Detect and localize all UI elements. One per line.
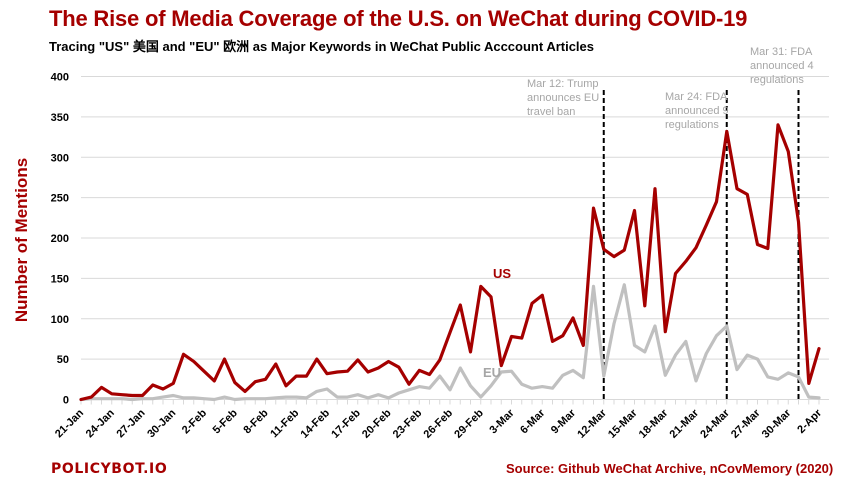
y-tick-label: 100 <box>51 314 69 326</box>
annotation-line: regulations <box>750 74 804 86</box>
series-line-us <box>79 123 821 402</box>
x-tick-label: 14-Feb <box>299 407 333 441</box>
y-tick-label: 200 <box>51 233 69 245</box>
x-tick-label: 23-Feb <box>391 407 425 441</box>
y-tick-label: 350 <box>51 112 69 124</box>
series-line-eu <box>79 283 821 402</box>
annotation-line: Mar 24: FDA <box>665 91 728 103</box>
x-tick-label: 17-Feb <box>329 407 363 441</box>
x-tick-label: 15-Mar <box>606 407 640 441</box>
y-axis-ticks: 0 50 100 150 200 250 300 350 400 <box>51 72 69 407</box>
series-label-eu: EU <box>483 365 501 380</box>
x-tick-label: 29-Feb <box>452 407 486 441</box>
x-tick-label: 5-Feb <box>211 407 240 436</box>
x-tick-label: 6-Mar <box>518 407 548 437</box>
x-tick-label: 8-Feb <box>241 407 270 436</box>
y-tick-label: 250 <box>51 193 69 205</box>
policybot-logo: POLICYBOT.IO <box>51 461 168 477</box>
x-tick-label: 20-Feb <box>360 407 394 441</box>
annotation-line: announces EU <box>527 92 599 104</box>
chart-title: The Rise of Media Coverage of the U.S. o… <box>49 6 748 31</box>
y-tick-label: 400 <box>51 72 69 84</box>
x-tick-label: 11-Feb <box>268 407 301 440</box>
x-tick-label: 24-Jan <box>84 407 117 440</box>
x-tick-label: 21-Mar <box>668 407 702 441</box>
y-tick-label: 50 <box>57 354 69 366</box>
series-label-us: US <box>493 266 511 281</box>
y-tick-label: 300 <box>51 152 69 164</box>
annotation-line: Mar 12: Trump <box>527 78 599 90</box>
series-labels: US EU <box>483 266 511 380</box>
event-annotation: Mar 12: Trump announces EU travel ban <box>527 78 599 118</box>
x-tick-label: 24-Mar <box>698 407 732 441</box>
annotation-line: travel ban <box>527 106 575 118</box>
x-tick-label: 21-Jan <box>53 407 86 440</box>
annotation-line: Mar 31: FDA <box>750 46 813 58</box>
x-tick-label: 27-Mar <box>729 407 763 441</box>
x-tick-label: 2-Feb <box>180 407 209 436</box>
gridlines <box>81 76 829 400</box>
annotation-line: announced 9 <box>665 105 729 117</box>
event-annotation: Mar 24: FDA announced 9 regulations <box>665 91 729 131</box>
y-tick-label: 150 <box>51 273 69 285</box>
y-tick-label: 0 <box>63 395 69 407</box>
x-tick-label: 12-Mar <box>575 407 609 441</box>
x-tick-label: 30-Mar <box>760 407 794 441</box>
x-tick-label: 26-Feb <box>422 407 456 441</box>
annotation-line: regulations <box>665 119 719 131</box>
x-tick-label: 27-Jan <box>114 407 147 440</box>
x-tick-label: 30-Jan <box>145 407 178 440</box>
chart-subtitle: Tracing "US" 美国 and "EU" 欧洲 as Major Key… <box>49 39 595 54</box>
event-annotations: Mar 12: Trump announces EU travel ban Mar 2… <box>527 46 814 131</box>
x-tick-label: 9-Mar <box>549 407 579 437</box>
x-tick-label: 3-Mar <box>487 407 517 437</box>
x-tick-label: 18-Mar <box>637 407 671 441</box>
source-note: Source: Github WeChat Archive, nCovMemor… <box>506 461 834 476</box>
series-lines <box>79 123 821 402</box>
x-tick-label: 2-Apr <box>795 407 824 436</box>
event-annotation: Mar 31: FDA announced 4 regulations <box>750 46 814 86</box>
annotation-line: announced 4 <box>750 60 814 72</box>
